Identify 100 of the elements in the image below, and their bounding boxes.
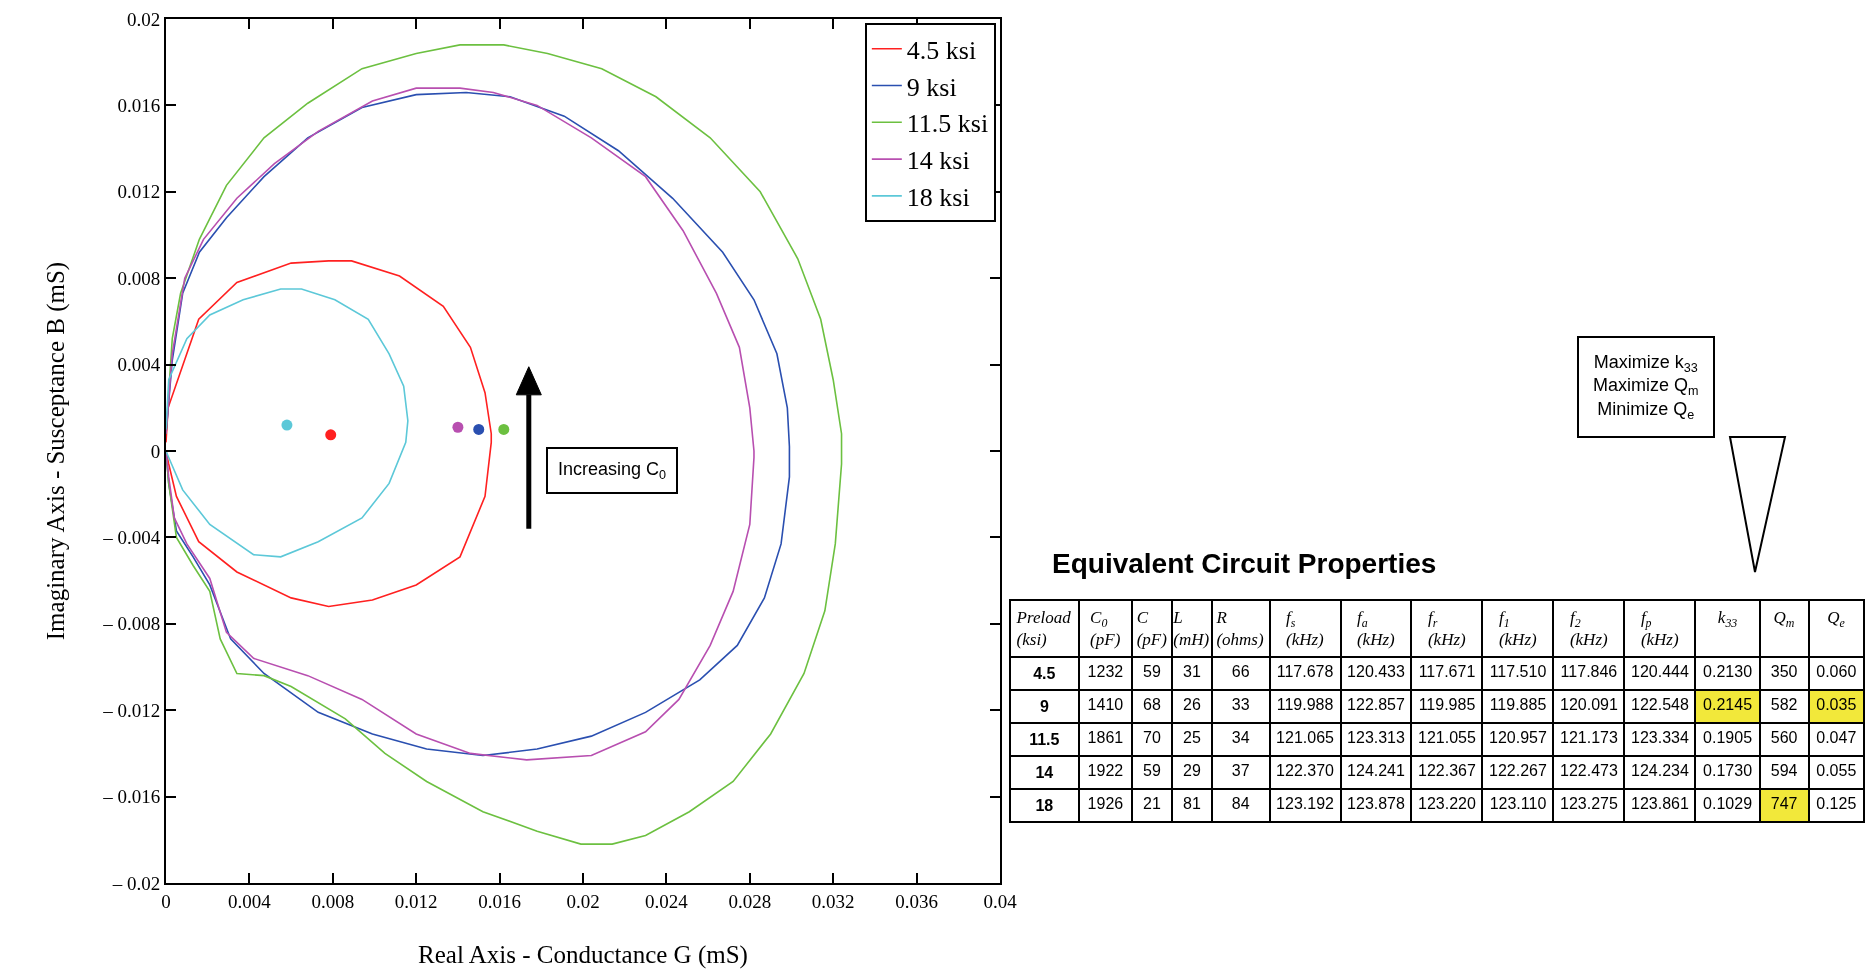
text: 31: [1182, 663, 1201, 681]
text: 29: [1182, 762, 1201, 780]
y-tick-label: 0.004: [117, 354, 161, 376]
category-label: f$_{1}$ (kHz): [1498, 608, 1538, 650]
text: 0.060: [1816, 663, 1857, 681]
x-tick-label: 0.036: [895, 890, 938, 912]
text: 1232: [1087, 663, 1124, 681]
text: 1926: [1087, 795, 1124, 813]
x-axis-title: Real Axis - Conductance G (mS): [418, 941, 748, 970]
text: 123.220: [1418, 795, 1476, 813]
text: 122.473: [1560, 762, 1618, 780]
text: 37: [1231, 762, 1250, 780]
category-label: R (ohms): [1215, 608, 1264, 650]
x-tick-label: 0.016: [478, 890, 521, 912]
category-label: Q$_{e}$: [1827, 608, 1846, 630]
category-label: L (mH): [1172, 608, 1210, 650]
text: 0.2145: [1703, 696, 1753, 714]
x-tick-label: 0.004: [228, 890, 272, 912]
text: 0.047: [1816, 729, 1857, 747]
text: 124.234: [1631, 762, 1689, 780]
text: 11.5: [1029, 731, 1060, 749]
text: 9: [1039, 698, 1049, 716]
text: 122.367: [1418, 762, 1476, 780]
text: 582: [1770, 696, 1798, 714]
text: 117.846: [1560, 663, 1618, 681]
text: 123.110: [1489, 795, 1547, 813]
line-series: [166, 260, 493, 608]
x-tick-label: 0.008: [311, 890, 355, 912]
text: 122.370: [1276, 762, 1334, 780]
text: 59: [1143, 663, 1161, 681]
text: 66: [1231, 663, 1250, 681]
x-tick-label: 0.032: [811, 890, 855, 912]
text: 1410: [1087, 696, 1124, 714]
text: 560: [1770, 729, 1798, 747]
text: Equivalent Circuit Properties: [1052, 548, 1437, 579]
x-tick-label: 0.012: [394, 890, 438, 912]
legend-label: 18 ksi: [906, 183, 970, 213]
category-label: f$_{a}$ (kHz): [1356, 608, 1396, 650]
text: 70: [1143, 729, 1161, 747]
text: 120.433: [1347, 663, 1405, 681]
text: 124.241: [1347, 762, 1405, 780]
text: 18: [1035, 797, 1054, 815]
category-label: f$_{s}$ (kHz): [1285, 608, 1325, 650]
text: Maximize k$_{33}$ Maximize Q$_{m}$ Minimize Q$_{e}$: [1593, 352, 1699, 422]
category-label: C$_{0}$ (pF): [1090, 608, 1121, 650]
text: 121.055: [1418, 729, 1476, 747]
text: 81: [1182, 795, 1201, 813]
legend-label: 14 ksi: [906, 146, 970, 176]
text: 121.173: [1560, 729, 1618, 747]
legend-label: 9 ksi: [906, 72, 957, 102]
text: 0.2130: [1703, 663, 1753, 681]
text: 122.548: [1631, 696, 1689, 714]
text: 117.510: [1489, 663, 1547, 681]
text: 34: [1231, 729, 1250, 747]
text: 0.1905: [1703, 729, 1753, 747]
text: 33: [1231, 696, 1250, 714]
y-tick-label: – 0.016: [102, 786, 161, 808]
text: 0.125: [1816, 795, 1857, 813]
text: 0.035: [1816, 696, 1857, 714]
x-tick-label: 0.024: [645, 890, 689, 912]
text: 0.1029: [1703, 795, 1753, 813]
annotation: Increasing C$_{0}$: [558, 459, 667, 482]
text: 119.985: [1418, 696, 1476, 714]
text: 123.192: [1276, 795, 1334, 813]
text: 0.1730: [1703, 762, 1753, 780]
text: 747: [1770, 795, 1798, 813]
y-tick-label: 0.016: [117, 95, 161, 117]
text: 14: [1035, 764, 1054, 782]
text: 121.065: [1276, 729, 1334, 747]
text: 0.055: [1816, 762, 1857, 780]
category-label: f$_{p}$ (kHz): [1640, 608, 1679, 650]
text: 350: [1770, 663, 1798, 681]
category-label: Q$_{m}$: [1773, 608, 1795, 630]
legend-label: 11.5 ksi: [906, 109, 989, 139]
y-tick-label: – 0.02: [111, 872, 161, 894]
y-tick-label: 0.008: [117, 267, 161, 289]
text: 119.988: [1276, 696, 1334, 714]
text: 1861: [1087, 729, 1124, 747]
text: 59: [1143, 762, 1161, 780]
y-tick-label: 0: [150, 440, 161, 462]
text: 594: [1770, 762, 1798, 780]
x-tick-label: 0.028: [728, 890, 772, 912]
text: 25: [1182, 729, 1201, 747]
text: 123.334: [1631, 729, 1689, 747]
legend-label: 4.5 ksi: [906, 35, 977, 65]
text: 122.857: [1347, 696, 1405, 714]
category-label: k$_{33}$: [1717, 608, 1738, 630]
y-tick-label: – 0.004: [102, 527, 161, 549]
text: 122.267: [1489, 762, 1547, 780]
text: 123.861: [1631, 795, 1689, 813]
text: 119.885: [1489, 696, 1547, 714]
text: 117.678: [1276, 663, 1334, 681]
text: 4.5: [1033, 665, 1056, 683]
y-tick-label: 0.012: [117, 181, 161, 203]
line-series: [166, 44, 843, 845]
text: 123.878: [1347, 795, 1405, 813]
category-label: Preload (ksi): [1015, 608, 1072, 650]
text: 68: [1143, 696, 1161, 714]
text: 26: [1182, 696, 1201, 714]
text: 21: [1143, 795, 1161, 813]
